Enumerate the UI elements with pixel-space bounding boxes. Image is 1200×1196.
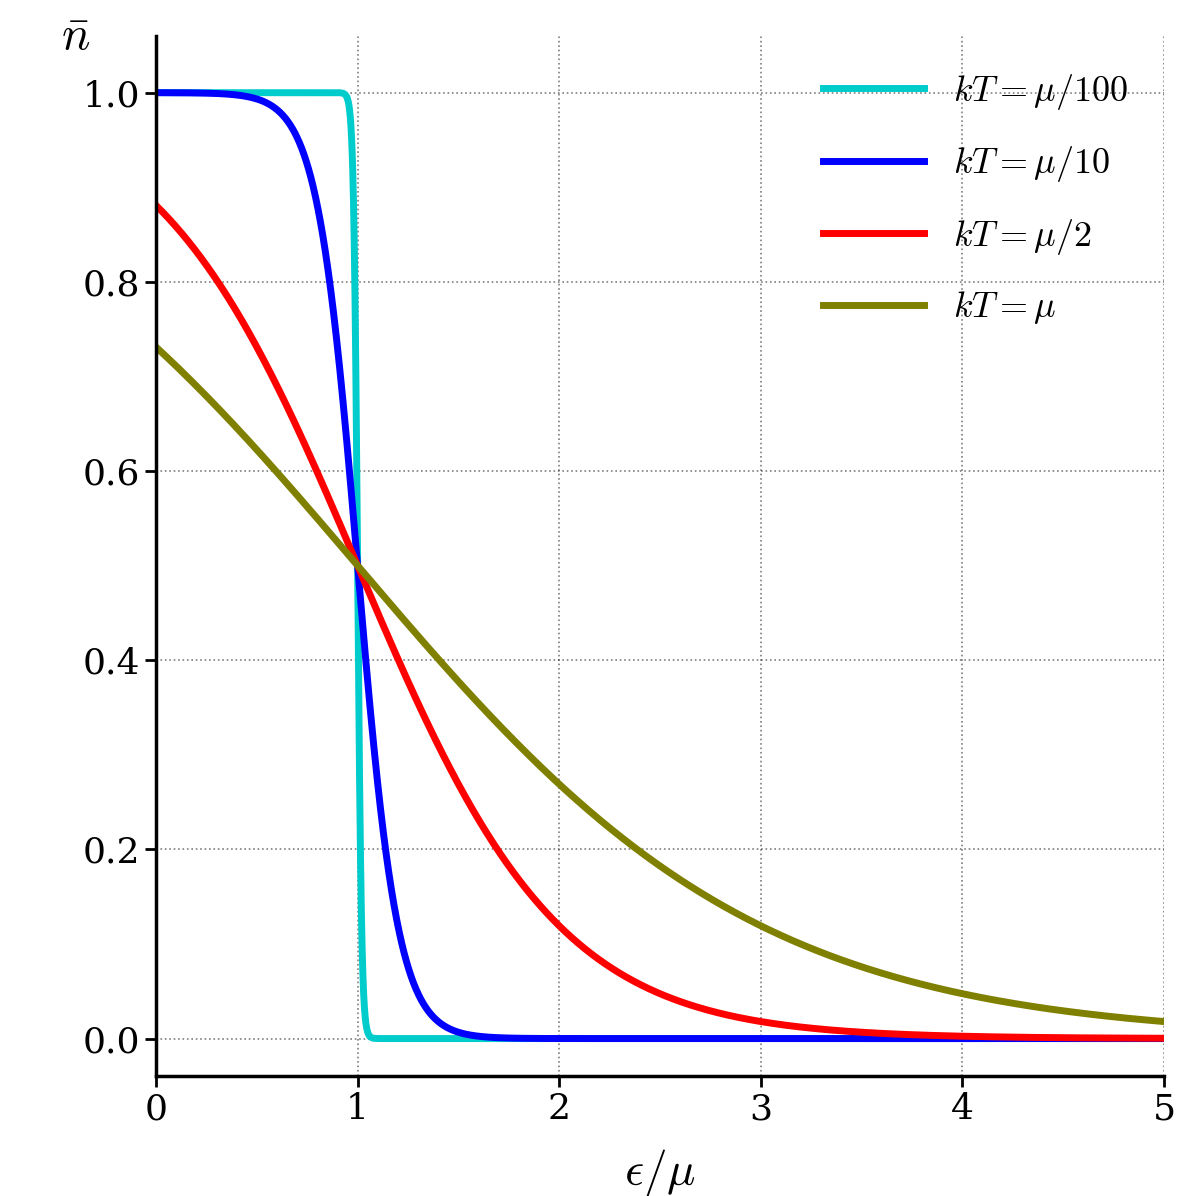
- $kT=\mu$: [745, 915, 760, 929]
- $kT=\mu/100$: [149, 85, 163, 99]
- $kT=\mu/10$: [514, 1031, 528, 1045]
- $kT=\mu/10$: [1157, 1031, 1171, 1045]
- $kT=\mu/100$: [1157, 1031, 1171, 1045]
- Line: $kT=\mu/10$: $kT=\mu/10$: [156, 92, 1164, 1038]
- $kT=\mu$: [149, 340, 163, 354]
- $kT=\mu/2$: [790, 1019, 804, 1033]
- Line: $kT=\mu$: $kT=\mu$: [156, 347, 1164, 1021]
- Line: $kT=\mu/100$: $kT=\mu/100$: [156, 92, 1164, 1038]
- $kT=\mu/100$: [790, 1031, 804, 1045]
- $kT=\mu/2$: [199, 258, 214, 273]
- $kT=\mu/100$: [514, 1031, 528, 1045]
- $kT=\mu$: [790, 935, 804, 950]
- X-axis label: $\epsilon/\mu$: $\epsilon/\mu$: [624, 1147, 696, 1196]
- $kT=\mu$: [1157, 1014, 1171, 1029]
- Y-axis label: $\bar{n}$: $\bar{n}$: [61, 16, 90, 60]
- $kT=\mu$: [896, 972, 911, 987]
- $kT=\mu/2$: [896, 1027, 911, 1042]
- $kT=\mu$: [199, 389, 214, 403]
- $kT=\mu/100$: [950, 1031, 965, 1045]
- Line: $kT=\mu/2$: $kT=\mu/2$: [156, 206, 1164, 1038]
- $kT=\mu/2$: [514, 875, 528, 890]
- Legend: $kT=\mu/100$, $kT=\mu/10$, $kT=\mu/2$, $kT=\mu$: $kT=\mu/100$, $kT=\mu/10$, $kT=\mu/2$, $…: [805, 54, 1146, 344]
- $kT=\mu/100$: [199, 85, 214, 99]
- $kT=\mu/10$: [950, 1031, 965, 1045]
- $kT=\mu/10$: [745, 1031, 760, 1045]
- $kT=\mu/2$: [745, 1013, 760, 1027]
- $kT=\mu/10$: [896, 1031, 911, 1045]
- $kT=\mu/2$: [950, 1029, 965, 1043]
- $kT=\mu/100$: [896, 1031, 911, 1045]
- $kT=\mu$: [514, 740, 528, 755]
- $kT=\mu/100$: [745, 1031, 760, 1045]
- $kT=\mu/10$: [199, 86, 214, 100]
- $kT=\mu/10$: [790, 1031, 804, 1045]
- $kT=\mu/10$: [149, 85, 163, 99]
- $kT=\mu$: [950, 986, 965, 1000]
- $kT=\mu/2$: [149, 199, 163, 213]
- $kT=\mu/2$: [1157, 1031, 1171, 1045]
